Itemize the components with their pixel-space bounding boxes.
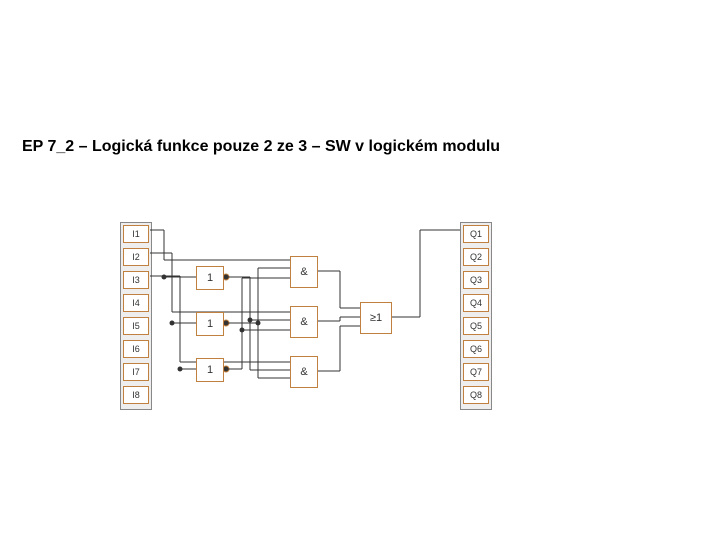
input-terminal: I8 [123, 386, 149, 404]
input-terminal: I2 [123, 248, 149, 266]
wire-layer [0, 0, 720, 540]
page-title: EP 7_2 – Logická funkce pouze 2 ze 3 – S… [22, 138, 500, 156]
input-terminal: I7 [123, 363, 149, 381]
output-terminal: Q6 [463, 340, 489, 358]
output-terminal: Q4 [463, 294, 489, 312]
output-terminal: Q3 [463, 271, 489, 289]
gate-and1: & [290, 256, 318, 288]
input-terminal: I5 [123, 317, 149, 335]
gate-and3: & [290, 356, 318, 388]
output-terminal: Q1 [463, 225, 489, 243]
output-terminal: Q2 [463, 248, 489, 266]
input-terminal: I4 [123, 294, 149, 312]
gate-not2: 1 [196, 312, 224, 336]
gate-not1: 1 [196, 266, 224, 290]
output-terminal: Q8 [463, 386, 489, 404]
gate-or1: ≥1 [360, 302, 392, 334]
gate-not3: 1 [196, 358, 224, 382]
input-terminal: I1 [123, 225, 149, 243]
input-terminal: I6 [123, 340, 149, 358]
output-terminal: Q5 [463, 317, 489, 335]
input-terminal: I3 [123, 271, 149, 289]
output-terminal: Q7 [463, 363, 489, 381]
gate-and2: & [290, 306, 318, 338]
